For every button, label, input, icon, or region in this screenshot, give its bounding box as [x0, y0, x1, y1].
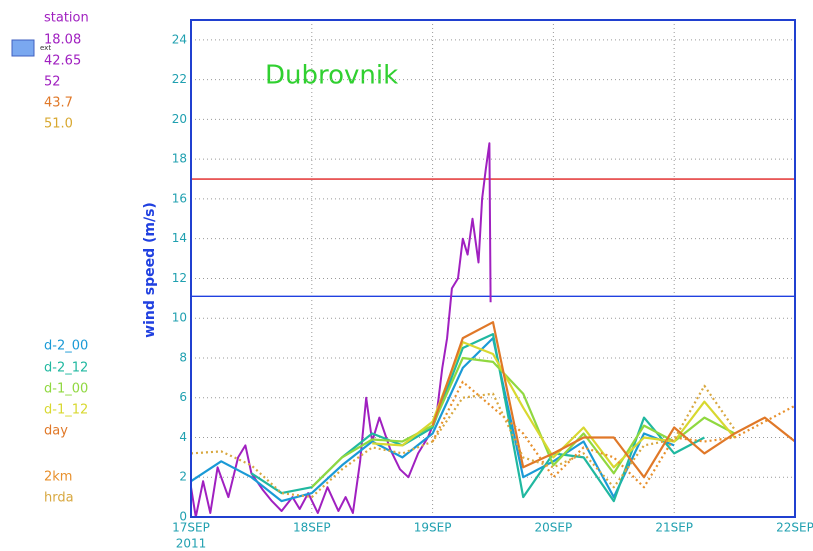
- station-info: 43.7: [44, 96, 73, 111]
- legend-box-label: ext: [40, 44, 51, 52]
- x-tick-label: 18SEP: [293, 521, 331, 535]
- y-tick-label: 16: [172, 191, 187, 205]
- station-info: 52: [44, 75, 61, 90]
- y-tick-label: 8: [179, 350, 187, 364]
- legend-label: d-2_00: [44, 339, 88, 354]
- x-tick-label: 20SEP: [535, 521, 573, 535]
- station-info: 42.65: [44, 54, 81, 69]
- legend-label: d-1_12: [44, 403, 88, 418]
- year-label: 2011: [176, 537, 207, 551]
- series-line: [311, 356, 736, 488]
- legend-box: [11, 39, 35, 57]
- series-line: [431, 380, 796, 489]
- chart-title: Dubrovnik: [265, 61, 398, 91]
- series-line: [372, 341, 736, 469]
- legend-label: d-2_12: [44, 361, 88, 376]
- x-tick-label: 19SEP: [414, 521, 452, 535]
- y-tick-label: 10: [172, 311, 187, 325]
- y-tick-label: 6: [179, 390, 187, 404]
- x-tick-label: 22SEP: [776, 521, 813, 535]
- x-tick-label: 17SEP: [172, 521, 210, 535]
- legend-label: 2km: [44, 470, 72, 485]
- legend-label: day: [44, 424, 68, 439]
- series-line: [190, 337, 675, 503]
- y-tick-label: 24: [172, 32, 187, 46]
- series-line: [431, 321, 796, 479]
- y-tick-label: 22: [172, 72, 187, 86]
- y-tick-label: 0: [179, 510, 187, 524]
- y-tick-label: 12: [172, 271, 187, 285]
- x-tick-label: 21SEP: [655, 521, 693, 535]
- y-tick-label: 14: [172, 231, 187, 245]
- y-tick-label: 20: [172, 112, 187, 126]
- y-axis-label: wind speed (m/s): [142, 202, 158, 338]
- legend-label: d-1_00: [44, 382, 88, 397]
- plot-frame: [190, 19, 796, 518]
- legend-label: hrda: [44, 491, 74, 506]
- y-tick-label: 2: [179, 470, 187, 484]
- station-info: 51.0: [44, 117, 73, 132]
- series-line: [190, 384, 736, 499]
- legend-label: station: [44, 11, 89, 26]
- station-info: 18.08: [44, 33, 81, 48]
- series-line: [190, 142, 492, 518]
- y-tick-label: 18: [172, 152, 187, 166]
- y-tick-label: 4: [179, 430, 187, 444]
